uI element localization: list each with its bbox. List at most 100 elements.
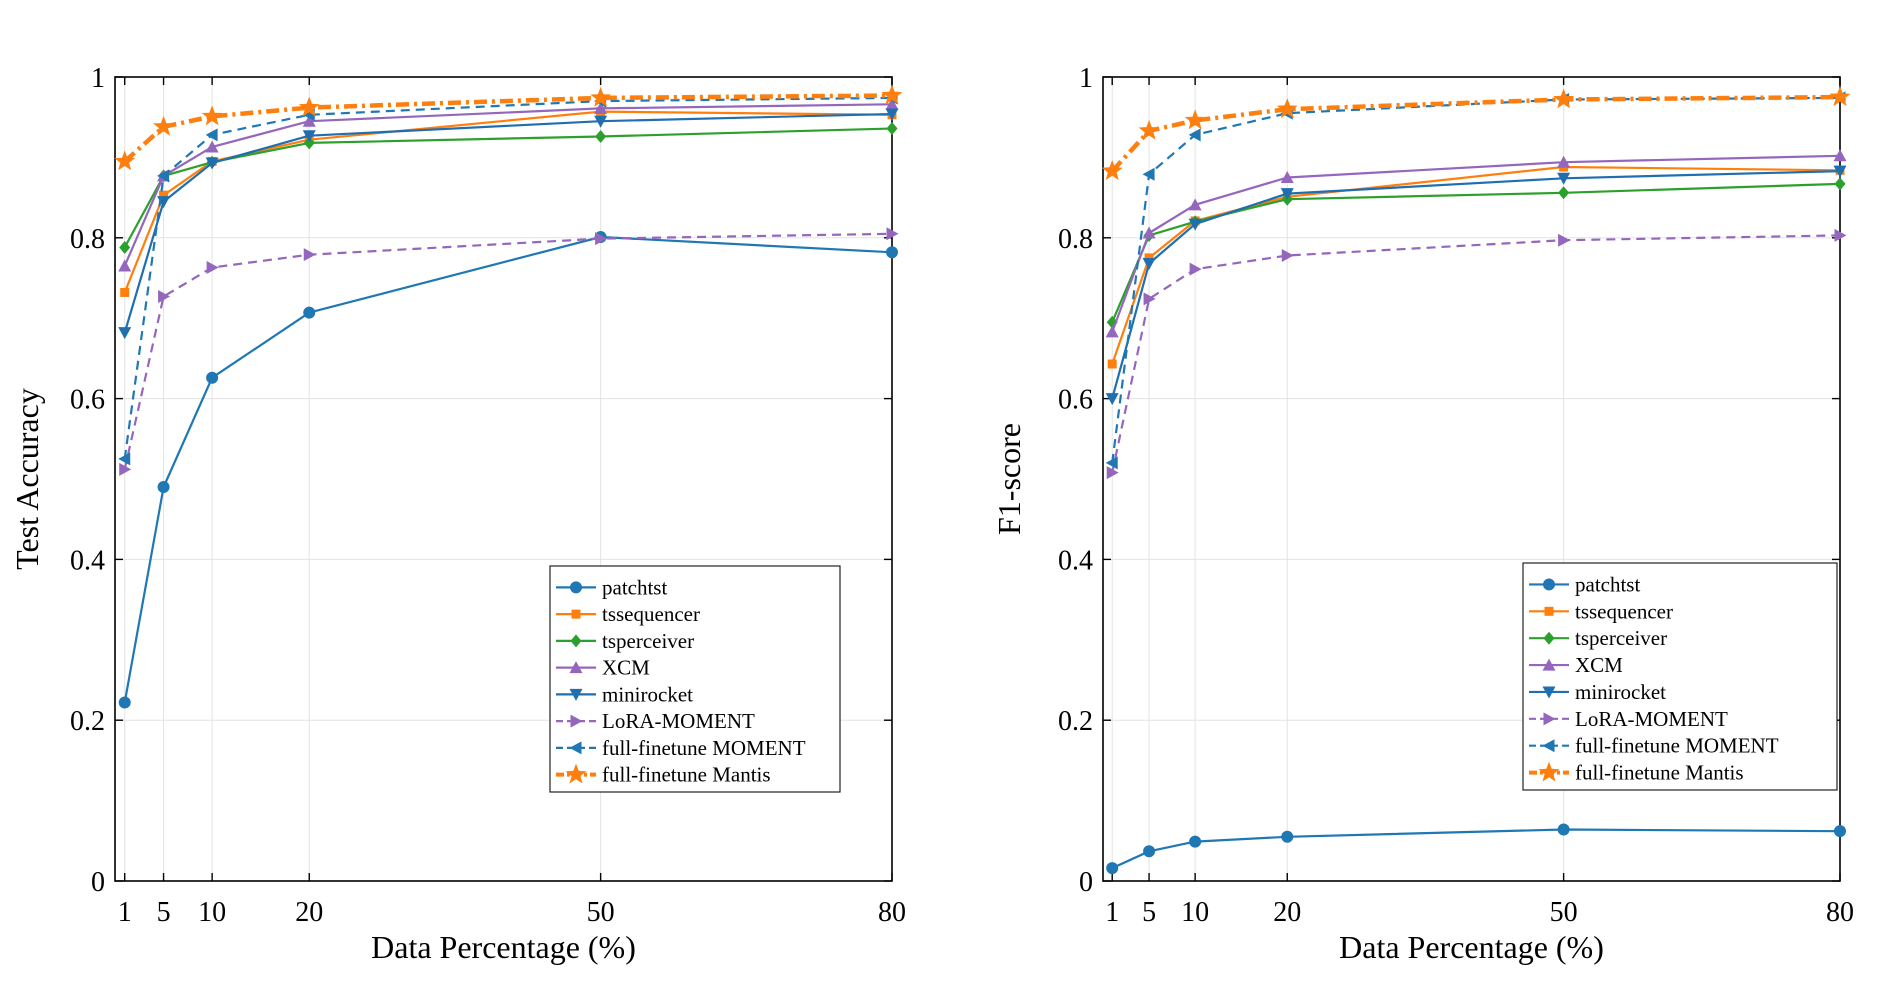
series-line-minirocket	[123, 112, 893, 334]
legend-marker-xcm	[569, 661, 583, 674]
data-point-minirocket	[302, 130, 316, 143]
legend-label: full-finetune Mantis	[602, 763, 771, 787]
legend-label: tsperceiver	[602, 629, 694, 653]
series-lora_moment	[1106, 228, 1847, 480]
data-point-fullfinetune_mantis	[1184, 109, 1206, 130]
y-axis-label: F1-score	[991, 423, 1027, 535]
legend-item-fullfinetune_mantis: full-finetune Mantis	[556, 763, 771, 787]
data-point-fullfinetune_mantis	[201, 105, 223, 126]
x-tick-label: 5	[157, 897, 171, 928]
data-point-lora_moment	[1834, 228, 1847, 242]
data-point-tsperceiver	[886, 121, 898, 135]
legend-marker-minirocket	[1542, 686, 1556, 699]
data-point-minirocket	[1105, 393, 1119, 406]
series-group	[114, 84, 903, 709]
data-point-lora_moment	[886, 227, 899, 241]
legend-marker-fullfinetune_mantis	[1538, 761, 1560, 782]
y-tick-label: 0.4	[1058, 545, 1093, 576]
data-point-lora_moment	[303, 248, 316, 262]
series-line-xcm	[1111, 154, 1841, 333]
legend-box	[549, 565, 841, 793]
data-point-patchtst	[1189, 835, 1202, 848]
legend-marker-tsperceiver	[570, 634, 582, 648]
legend-item-tssequencer: tssequencer	[1529, 599, 1673, 623]
x-axis-label: Data Percentage (%)	[371, 929, 636, 965]
data-point-patchtst	[886, 246, 898, 259]
data-point-xcm	[885, 97, 899, 110]
y-tick-label: 1	[1079, 63, 1093, 94]
data-point-xcm	[1105, 325, 1119, 338]
series-line-patchtst	[1111, 828, 1841, 870]
data-point-patchtst	[303, 306, 316, 319]
data-point-minirocket	[1557, 172, 1571, 185]
legend-marker-lora_moment	[570, 714, 583, 728]
legend-label: LoRA-MOMENT	[1575, 707, 1728, 731]
data-point-tssequencer	[1107, 359, 1117, 369]
data-point-fullfinetune_mantis	[881, 84, 903, 105]
series-line-lora_moment	[1111, 234, 1841, 473]
legend-item-lora_moment: LoRA-MOMENT	[556, 709, 755, 733]
data-point-tsperceiver	[1834, 177, 1846, 191]
data-point-tssequencer	[1144, 253, 1154, 263]
legend-label: tsperceiver	[1575, 626, 1667, 650]
y-tick-label: 0	[91, 867, 105, 898]
legend-label: full-finetune MOMENT	[602, 736, 806, 760]
data-point-tsperceiver	[303, 136, 315, 150]
data-point-lora_moment	[206, 261, 219, 275]
y-tick-label: 0.2	[70, 706, 105, 737]
data-point-patchtst	[1281, 830, 1294, 843]
data-point-lora_moment	[1281, 248, 1294, 262]
series-fullfinetune_mantis	[114, 84, 903, 171]
legend-item-fullfinetune_moment: full-finetune MOMENT	[556, 736, 806, 760]
series-line-fullfinetune_moment	[1111, 96, 1841, 464]
data-point-minirocket	[1142, 258, 1156, 271]
data-point-tsperceiver	[1558, 186, 1570, 200]
legend-item-lora_moment: LoRA-MOMENT	[1529, 707, 1728, 731]
data-point-tsperceiver	[595, 129, 607, 143]
x-tick-label: 1	[118, 897, 132, 928]
data-point-xcm	[1833, 149, 1847, 162]
data-point-tssequencer	[159, 190, 169, 200]
legend-item-xcm: XCM	[1529, 653, 1623, 677]
y-tick-label: 1	[91, 63, 105, 94]
legend-item-fullfinetune_mantis: full-finetune Mantis	[1529, 761, 1744, 785]
x-tick-label: 5	[1142, 897, 1156, 928]
x-tick-label: 50	[587, 897, 615, 928]
legend-marker-tsperceiver	[1543, 631, 1555, 645]
data-point-fullfinetune_mantis	[114, 150, 136, 171]
data-point-patchtst	[118, 696, 131, 709]
data-point-tssequencer	[120, 287, 130, 297]
legend-marker-tssequencer	[1544, 606, 1554, 616]
y-tick-label: 0	[1079, 867, 1093, 898]
legend-item-fullfinetune_moment: full-finetune MOMENT	[1529, 734, 1779, 758]
x-tick-label: 80	[1826, 897, 1854, 928]
x-tick-label: 20	[295, 897, 323, 928]
series-patchtst	[1106, 823, 1846, 875]
series-lora_moment	[119, 227, 899, 476]
legend-label: minirocket	[602, 682, 693, 706]
legend-label: full-finetune Mantis	[1575, 761, 1744, 785]
legend-label: tssequencer	[602, 602, 700, 626]
data-point-minirocket	[1188, 218, 1202, 231]
data-point-fullfinetune_mantis	[1138, 119, 1160, 140]
data-point-minirocket	[118, 327, 132, 340]
legend-label: XCM	[602, 656, 650, 680]
y-tick-label: 0.6	[1058, 385, 1093, 416]
data-point-fullfinetune_mantis	[1553, 88, 1575, 109]
data-point-lora_moment	[119, 462, 132, 476]
series-minirocket	[1105, 165, 1847, 406]
legend-marker-patchtst	[1543, 578, 1555, 591]
data-point-xcm	[118, 259, 132, 272]
legend-marker-patchtst	[570, 581, 582, 594]
y-tick-label: 0.6	[70, 385, 105, 416]
data-point-xcm	[1142, 226, 1156, 239]
series-line-patchtst	[123, 235, 893, 703]
series-fullfinetune_mantis	[1101, 86, 1851, 180]
data-point-xcm	[594, 101, 608, 114]
data-point-patchtst	[1557, 823, 1570, 836]
data-point-lora_moment	[1143, 292, 1156, 306]
data-point-xcm	[1557, 155, 1571, 168]
